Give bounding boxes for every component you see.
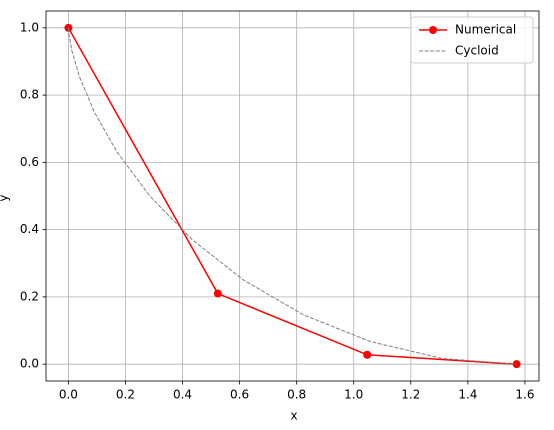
data-point xyxy=(363,350,372,359)
legend-label: Cycloid xyxy=(455,44,499,58)
x-tick-label: 0.0 xyxy=(59,388,78,402)
x-tick-label: 1.0 xyxy=(344,388,363,402)
x-tick-label: 1.4 xyxy=(458,388,477,402)
y-tick-label: 0.0 xyxy=(20,357,39,371)
y-axis-label: y xyxy=(0,194,11,201)
x-tick-label: 0.4 xyxy=(173,388,192,402)
series-line xyxy=(67,27,517,365)
legend: Numerical Cycloid xyxy=(410,16,534,64)
y-tick-label: 1.0 xyxy=(20,20,39,34)
x-tick-label: 1.2 xyxy=(401,388,420,402)
legend-label: Numerical xyxy=(455,23,516,37)
y-tick-label: 0.8 xyxy=(20,88,39,102)
plot-frame xyxy=(45,10,540,382)
y-tick-label: 0.4 xyxy=(20,222,39,236)
x-tick-label: 0.2 xyxy=(116,388,135,402)
data-point xyxy=(213,289,222,298)
x-axis-label: x xyxy=(290,409,297,423)
x-tick-label: 1.6 xyxy=(515,388,534,402)
series-line xyxy=(67,27,517,365)
legend-marker xyxy=(429,26,437,34)
x-tick-label: 0.8 xyxy=(287,388,306,402)
y-tick-label: 0.6 xyxy=(20,155,39,169)
x-tick-label: 0.6 xyxy=(230,388,249,402)
y-tick-label: 0.2 xyxy=(20,289,39,303)
